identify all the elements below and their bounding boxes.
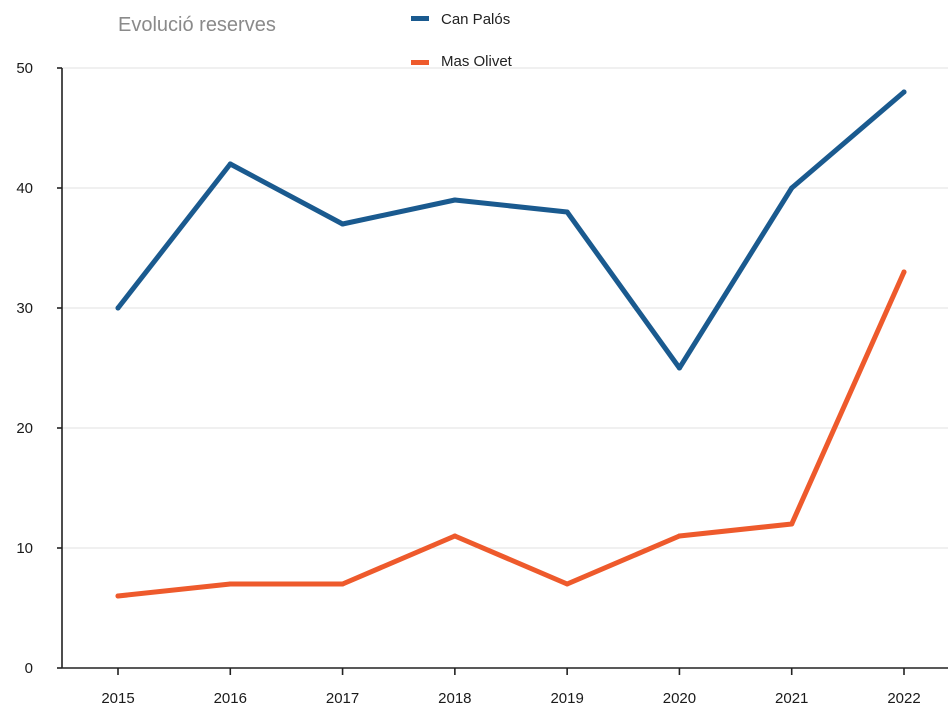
y-tick-label: 0 [25,660,33,677]
chart-title: Evolució reserves [118,14,276,36]
series [115,89,907,599]
legend-label-mas-olivet: Mas Olivet [441,53,513,70]
x-tick-label: 2015 [101,690,134,707]
y-tick-label: 50 [16,60,33,77]
legend-label-can-palos: Can Palós [441,11,510,28]
data-point-mas-olivet [676,533,682,539]
y-tick-label: 30 [16,300,33,317]
data-point-can-pal-s [452,197,458,203]
data-point-mas-olivet [115,593,121,599]
series-line-can-pal-s [115,89,907,371]
x-tick-label: 2019 [550,690,583,707]
data-point-mas-olivet [227,581,233,587]
axes: 0 10 20 30 40 50 2015 2016 2017 2018 2019 2020 2021 2… [16,60,948,707]
data-point-can-pal-s [115,305,121,311]
legend-swatch-mas-olivet [411,60,429,65]
series-line-mas-olivet [115,269,907,599]
x-tick-label: 2016 [214,690,247,707]
x-tick-label: 2018 [438,690,471,707]
legend-swatch-can-palos [411,16,429,21]
data-point-can-pal-s [564,209,570,215]
data-point-can-pal-s [901,89,907,95]
y-tick-label: 20 [16,420,33,437]
x-tick-label: 2021 [775,690,808,707]
data-point-mas-olivet [789,521,795,527]
y-tick-label: 40 [16,180,33,197]
data-point-mas-olivet [340,581,346,587]
x-tick-label: 2020 [663,690,696,707]
data-point-can-pal-s [676,365,682,371]
data-point-can-pal-s [340,221,346,227]
data-point-mas-olivet [901,269,907,275]
y-tick-label: 10 [16,540,33,557]
legend-item-mas-olivet: Mas Olivet [411,53,513,70]
legend-item-can-palos: Can Palós [411,11,510,28]
data-point-can-pal-s [789,185,795,191]
data-point-mas-olivet [564,581,570,587]
data-point-mas-olivet [452,533,458,539]
data-point-can-pal-s [227,161,233,167]
legend: Can Palós Mas Olivet [411,11,513,70]
x-tick-label: 2017 [326,690,359,707]
x-tick-label: 2022 [887,690,920,707]
